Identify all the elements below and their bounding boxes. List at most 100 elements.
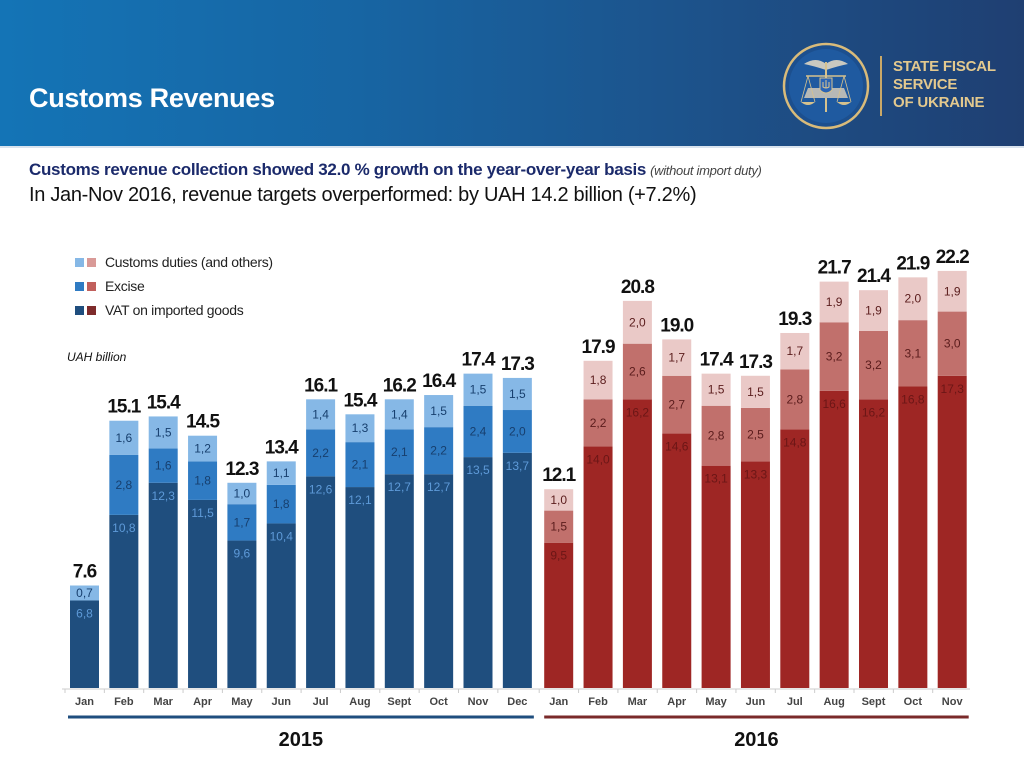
- segment-label: 2,0: [509, 424, 526, 438]
- segment-label: 1,3: [352, 421, 369, 435]
- bar-segment: [424, 427, 454, 475]
- bar-segment: [937, 270, 967, 312]
- x-tick-label: Apr: [193, 696, 213, 708]
- bar-segment: [424, 474, 454, 688]
- segment-label: 2,2: [312, 446, 329, 460]
- bar-segment: [544, 489, 574, 511]
- segment-label: 2,8: [116, 478, 133, 492]
- segment-label: 1,5: [550, 520, 567, 534]
- segment-label: 1,5: [509, 387, 526, 401]
- x-tick-label: Mar: [628, 696, 648, 708]
- segment-label: 2,1: [391, 445, 408, 459]
- segment-label: 1,4: [391, 407, 408, 421]
- bar-segment: [819, 322, 849, 391]
- page-title: Customs Revenues: [29, 83, 275, 113]
- bar-total-label: 16.2: [383, 375, 416, 396]
- segment-label: 1,9: [826, 295, 843, 309]
- segment-label: 2,8: [708, 429, 725, 443]
- bar-total-label: 21.9: [896, 253, 929, 274]
- bar-segment: [188, 435, 218, 462]
- segment-label: 1,5: [470, 383, 487, 397]
- segment-label: 0,7: [76, 586, 93, 600]
- legend-item-excise: Excise: [75, 274, 273, 298]
- bar-segment: [70, 600, 99, 688]
- segment-label: 11,5: [191, 506, 214, 520]
- bar-total-label: 15.1: [107, 397, 141, 418]
- bar-segment: [701, 373, 731, 406]
- bar-segment: [622, 300, 652, 344]
- bar-total-label: 12.1: [542, 465, 576, 486]
- x-tick-label: May: [231, 696, 253, 708]
- bar-segment: [227, 504, 257, 541]
- segment-label: 1,9: [944, 284, 961, 298]
- segment-label: 1,4: [312, 407, 329, 421]
- segment-label: 1,2: [194, 442, 211, 456]
- x-tick-label: Jun: [271, 696, 291, 708]
- bar-segment: [780, 332, 810, 370]
- segment-label: 9,5: [550, 549, 567, 563]
- bar-segment: [109, 454, 139, 515]
- segment-label: 12,3: [152, 489, 176, 503]
- bar-segment: [306, 399, 336, 430]
- bar-segment: [740, 461, 770, 688]
- segment-label: 1,7: [234, 515, 251, 529]
- segment-label: 16,8: [901, 392, 925, 406]
- segment-label: 16,6: [822, 397, 846, 411]
- segment-label: 13,7: [506, 459, 530, 473]
- segment-label: 2,0: [905, 292, 922, 306]
- segment-label: 2,8: [786, 392, 803, 406]
- segment-label: 1,7: [786, 344, 803, 358]
- x-tick-label: Nov: [942, 696, 964, 708]
- segment-label: 3,0: [944, 337, 961, 351]
- bar-segment: [266, 523, 296, 688]
- bar-segment: [306, 476, 336, 688]
- bar-segment: [227, 540, 257, 688]
- bar-segment: [740, 407, 770, 462]
- bar-segment: [463, 405, 493, 458]
- bar-total-label: 21.4: [857, 266, 891, 287]
- segment-label: 14,6: [665, 440, 689, 454]
- legend-swatch-blue: [75, 281, 84, 291]
- bar-segment: [859, 330, 888, 400]
- bar-segment: [70, 585, 99, 601]
- legend-label: Excise: [105, 278, 145, 294]
- legend-swatch-red: [87, 281, 96, 291]
- x-tick-label: Sept: [387, 696, 411, 708]
- bar-segment: [463, 457, 493, 688]
- bar-segment: [266, 461, 296, 485]
- year-label-2015: 2015: [279, 729, 324, 751]
- segment-label: 1,8: [590, 373, 607, 387]
- bar-segment: [188, 461, 218, 500]
- segment-label: 6,8: [76, 606, 93, 620]
- legend-item-vat: VAT on imported goods: [75, 298, 273, 322]
- bar-total-label: 17.3: [501, 354, 534, 375]
- bar-segment: [583, 399, 613, 447]
- bar-segment: [345, 414, 375, 443]
- segment-label: 1,0: [234, 486, 251, 500]
- year-label-2016: 2016: [734, 729, 779, 751]
- bar-segment: [780, 429, 810, 688]
- segment-label: 10,8: [112, 521, 136, 535]
- segment-label: 2,6: [629, 365, 646, 379]
- bar-segment: [266, 484, 296, 524]
- segment-label: 14,0: [586, 452, 610, 466]
- segment-label: 17,3: [941, 382, 965, 396]
- logo-text-line: STATE FISCAL: [893, 58, 996, 75]
- bar-total-label: 15.4: [147, 392, 181, 413]
- x-tick-label: Jan: [549, 696, 568, 708]
- legend-swatch-blue: [75, 305, 84, 315]
- segment-label: 12,7: [427, 480, 451, 494]
- x-tick-label: Apr: [667, 696, 687, 708]
- bar-segment: [662, 339, 692, 376]
- x-tick-label: Feb: [588, 696, 608, 708]
- bar-segment: [701, 465, 731, 688]
- bar-segment: [819, 281, 849, 323]
- segment-label: 1,8: [273, 497, 290, 511]
- segment-label: 16,2: [862, 405, 886, 419]
- segment-label: 1,7: [668, 351, 685, 365]
- segment-label: 16,2: [626, 405, 650, 419]
- bar-segment: [937, 311, 967, 376]
- segment-label: 3,1: [905, 346, 922, 360]
- bar-total-label: 14.5: [186, 412, 220, 433]
- segment-label: 1,5: [708, 383, 725, 397]
